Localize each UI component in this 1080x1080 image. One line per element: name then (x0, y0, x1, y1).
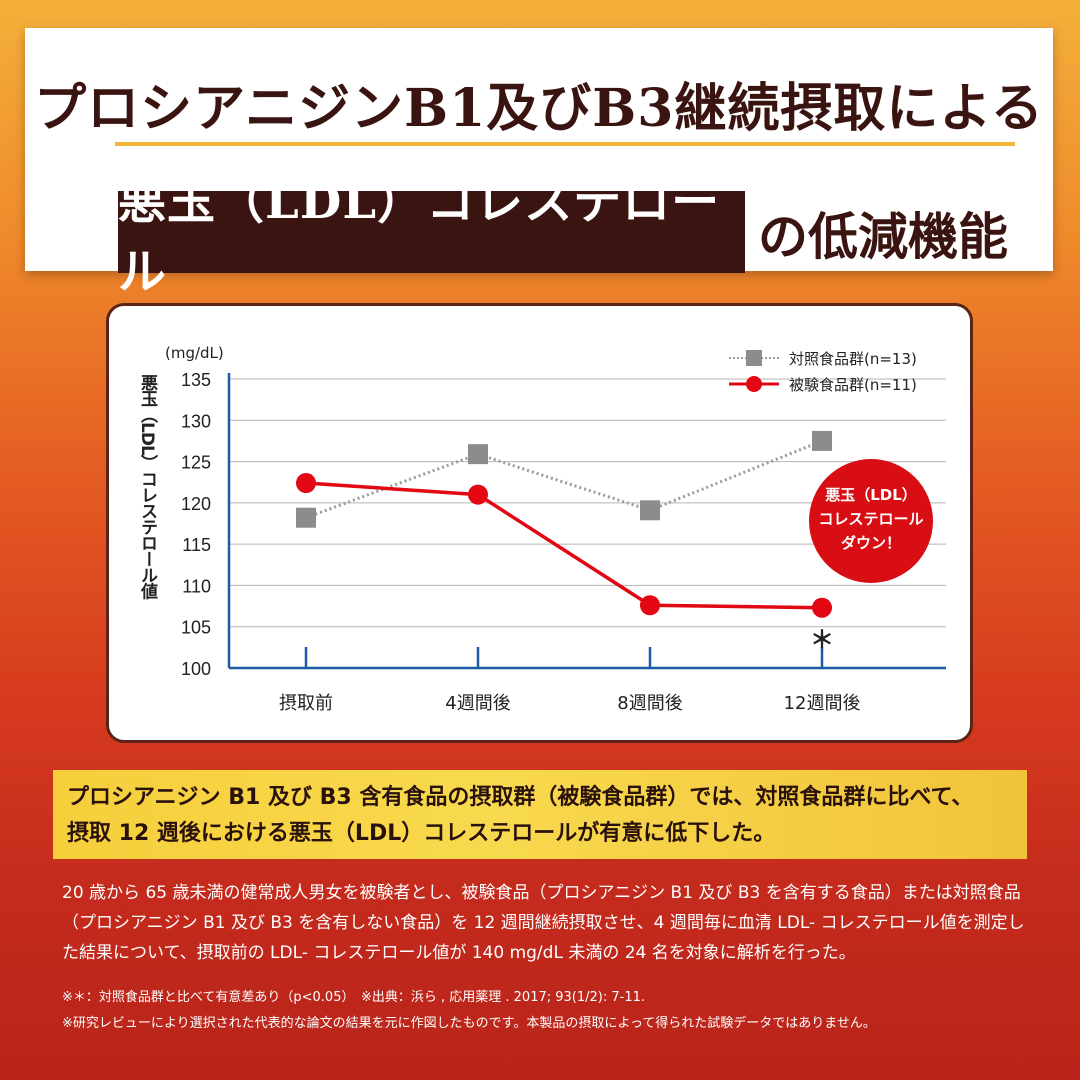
callout-text: ダウン！ (841, 534, 901, 552)
significance-asterisk: ＊ (810, 626, 834, 654)
legend-label: 被験食品群(n=11) (789, 376, 917, 394)
title-card: プロシアニジンB1及びB3継続摂取による 悪玉（LDL）コレステロール の低減機… (25, 28, 1053, 300)
control-point (812, 430, 832, 451)
test-point (296, 473, 316, 494)
ldl-line-chart: 100 105 110 115 120 125 130 135 摂取前 4週間後 8週間後 12週間後… (137, 344, 946, 714)
title-underline (115, 142, 1015, 146)
title-line1: プロシアニジンB1及びB3継続摂取による (34, 78, 1044, 139)
y-tick-label: 100 (181, 659, 211, 679)
callout-text: コレステロール (818, 510, 923, 528)
callout-text: 悪玉（LDL） (825, 486, 917, 504)
chart-card: 100 105 110 115 120 125 130 135 摂取前 4週間後 8週間後 12週間後… (106, 303, 973, 743)
footnote-significance: ※＊：対照食品群と比べて有意差あり（p<0.05） ※出典：浜ら , 応用薬理 … (62, 990, 646, 1005)
control-point (296, 507, 316, 528)
x-tick-label: 12週間後 (784, 693, 861, 714)
y-tick-label: 115 (182, 535, 211, 555)
title-tail: の低減機能 (758, 207, 1008, 266)
summary-box: プロシアニジン B1 及び B3 含有食品の摂取群（被験食品群）では、対照食品群… (53, 770, 1027, 859)
test-point (468, 484, 488, 505)
y-tick-label: 120 (181, 494, 211, 514)
summary-line1: プロシアニジン B1 及び B3 含有食品の摂取群（被験食品群）では、対照食品群… (67, 785, 974, 810)
x-tick-label: 4週間後 (445, 693, 510, 714)
study-description: 20 歳から 65 歳未満の健常成人男女を被験者とし、被験食品（プロシアニジン … (62, 883, 1025, 963)
y-tick-label: 105 (181, 618, 211, 638)
control-point (640, 500, 660, 521)
control-point (468, 444, 488, 465)
y-tick-label: 110 (182, 576, 211, 596)
x-tick-label: 8週間後 (617, 693, 682, 714)
y-tick-label: 125 (181, 453, 211, 473)
x-tick-label: 摂取前 (279, 693, 333, 714)
legend-marker-control (746, 350, 762, 366)
legend-marker-test (746, 376, 762, 392)
test-point (812, 597, 832, 618)
series-line-control (305, 439, 823, 520)
y-unit-label: (mg/dL) (165, 344, 224, 362)
callout-bubble (809, 459, 933, 583)
summary-line2: 摂取 12 週後における悪玉（LDL）コレステロールが有意に低下した。 (67, 821, 776, 846)
y-tick-label: 130 (181, 411, 211, 431)
test-point (640, 595, 660, 616)
title-boxed: 悪玉（LDL）コレステロール (118, 174, 745, 300)
y-tick-label: 135 (181, 370, 211, 390)
legend-label: 対照食品群(n=13) (789, 350, 917, 368)
series-line-test (305, 481, 823, 610)
y-axis-label: 悪玉（LDL）コレステロール値 (137, 374, 159, 601)
footnote-disclaimer: ※研究レビューにより選択された代表的な論文の結果を元に作図したものです。本製品の… (62, 1016, 876, 1031)
